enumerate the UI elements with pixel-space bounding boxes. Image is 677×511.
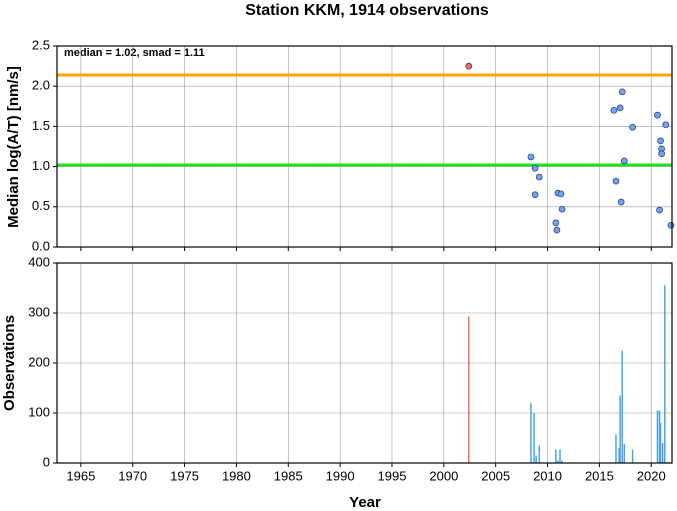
plot-frame <box>56 45 673 248</box>
x-tick-label: 2015 <box>585 468 614 483</box>
x-tick-label: 1995 <box>378 468 407 483</box>
point <box>527 153 535 161</box>
point <box>620 157 628 165</box>
x-tick-label: 2000 <box>429 468 458 483</box>
y-tick-label: 1.0 <box>32 158 50 173</box>
y-tick-label: 1.5 <box>32 118 50 133</box>
y-axis-label: Observations <box>1 315 18 411</box>
y-tick-label: 300 <box>28 304 50 319</box>
x-tick-label: 1980 <box>222 468 251 483</box>
x-axis-label: Year <box>349 494 381 511</box>
point <box>553 226 561 234</box>
chart-title: Station KKM, 1914 observations <box>245 2 489 19</box>
point <box>662 121 670 129</box>
x-tick-label: 2010 <box>533 468 562 483</box>
point <box>617 198 625 206</box>
x-tick-label: 2020 <box>637 468 666 483</box>
point <box>654 111 661 119</box>
y-tick-label: 400 <box>28 254 50 269</box>
y-tick-label: 100 <box>28 404 50 419</box>
x-tick-label: 1970 <box>118 468 147 483</box>
point <box>558 205 566 213</box>
y-axis-label: Median log(A/T) [nm/s] <box>5 66 22 228</box>
y-tick-label: 0.5 <box>32 198 50 213</box>
y-tick-label: 0.0 <box>32 238 50 253</box>
x-tick-label: 2005 <box>481 468 510 483</box>
point <box>557 190 565 198</box>
y-tick-label: 2.5 <box>32 37 50 52</box>
point <box>618 88 626 96</box>
point <box>657 137 664 145</box>
y-tick-label: 0 <box>43 454 50 469</box>
plot-frame <box>56 262 673 464</box>
point <box>658 150 665 158</box>
x-tick-label: 1990 <box>326 468 355 483</box>
point <box>531 191 539 199</box>
point <box>535 173 543 181</box>
point <box>667 221 675 229</box>
point <box>465 62 473 70</box>
x-tick-label: 1965 <box>66 468 95 483</box>
y-tick-label: 2.0 <box>32 78 50 93</box>
y-tick-label: 200 <box>28 354 50 369</box>
point <box>552 219 560 227</box>
point <box>616 104 624 112</box>
point <box>612 177 620 185</box>
x-tick-label: 1985 <box>274 468 303 483</box>
annotation: median = 1.02, smad = 1.11 <box>64 47 205 59</box>
point <box>629 123 636 131</box>
point <box>610 106 618 114</box>
point <box>656 206 663 214</box>
point <box>531 164 539 172</box>
x-tick-label: 1975 <box>170 468 199 483</box>
